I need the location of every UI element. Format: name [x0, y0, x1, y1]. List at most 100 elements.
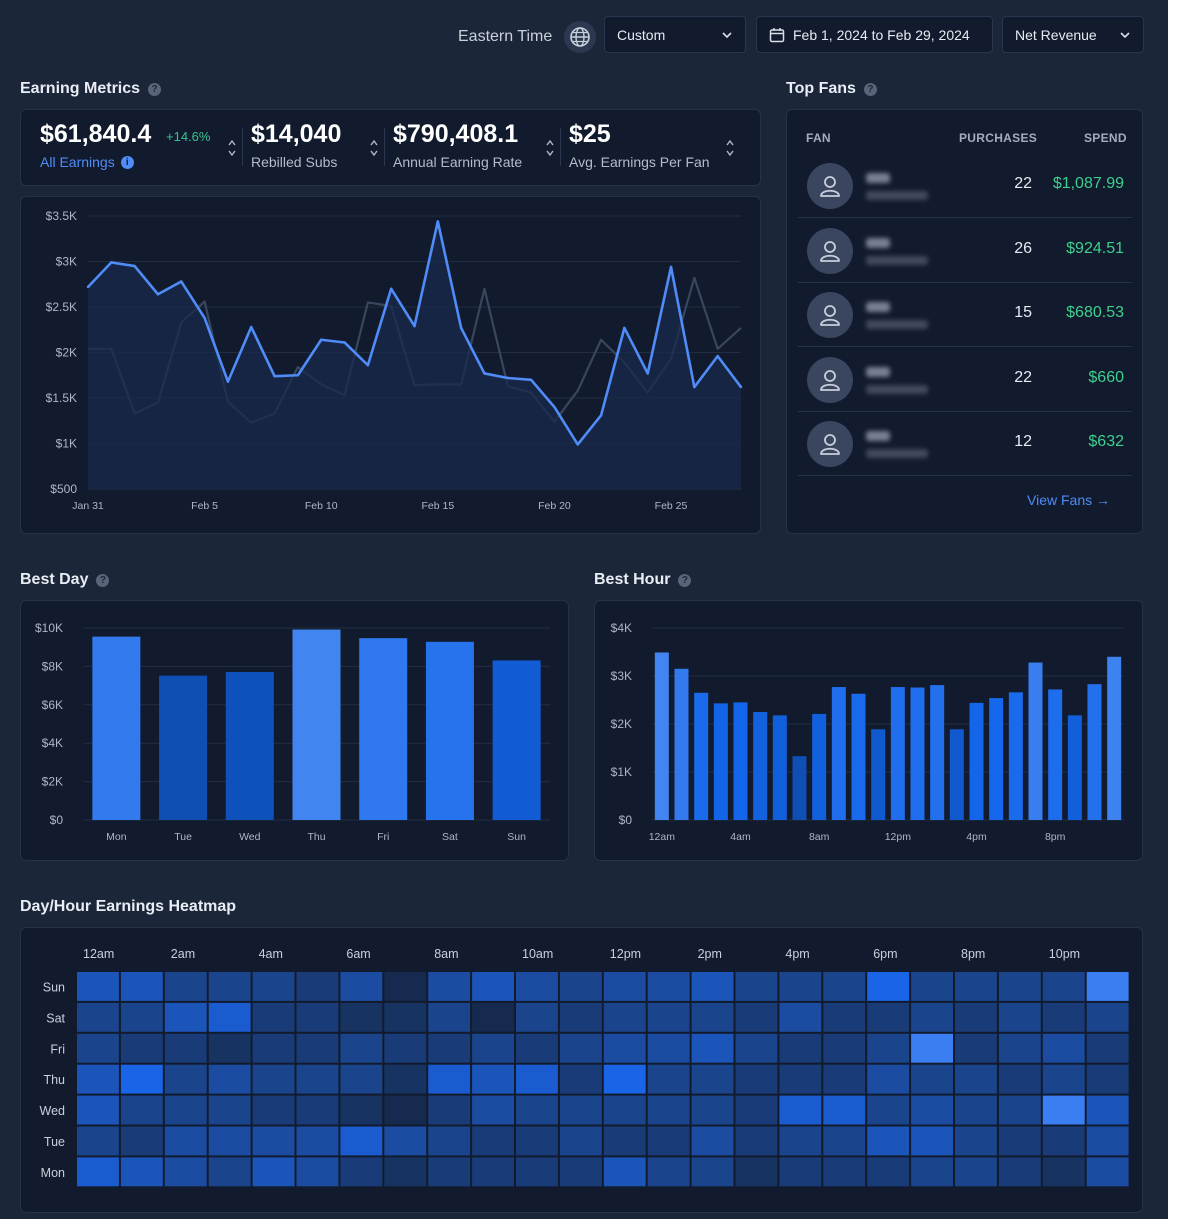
x-tick-label: 6am	[346, 947, 370, 961]
heatmap-cell	[603, 972, 646, 1001]
fan-spend: $1,087.99	[1052, 175, 1124, 192]
heatmap-cell	[779, 1002, 822, 1032]
earnings-point	[343, 341, 346, 344]
heatmap-cell	[120, 1157, 163, 1187]
heatmap-cell	[208, 1095, 251, 1125]
heatmap-cell	[516, 1157, 558, 1187]
best-day-title: Best Day ?	[20, 571, 110, 589]
range-select[interactable]: Custom	[604, 16, 746, 53]
earnings-point	[739, 385, 743, 389]
best-hour-title: Best Hour ?	[594, 571, 692, 589]
fan-row[interactable]: 22 $660	[798, 348, 1132, 412]
best-day-card: $10K $8K $6K $4K $2K $0 Mon Tue Wed Thu Fri Sat Sun	[20, 600, 569, 861]
heatmap-cell	[998, 1095, 1041, 1125]
avatar	[807, 421, 853, 467]
fan-spend: $660	[1088, 368, 1124, 386]
fans-col-fan: FAN	[806, 131, 831, 145]
all-earnings-label[interactable]: All Earnings	[40, 154, 115, 170]
info-icon[interactable]: i	[120, 155, 134, 169]
all-earnings-value: $61,840.4	[40, 120, 152, 148]
heatmap-cell	[1086, 1064, 1129, 1094]
sort-icon[interactable]	[545, 137, 555, 159]
metric-select[interactable]: Net Revenue	[1002, 16, 1144, 53]
help-icon[interactable]: ?	[863, 82, 877, 96]
heatmap-cell	[647, 972, 690, 1001]
fan-purchases: 26	[1014, 239, 1032, 257]
rebilled-subs-value: $14,040	[251, 120, 342, 148]
earnings-point	[156, 293, 160, 296]
heatmap-cell	[164, 1002, 207, 1032]
globe-icon[interactable]	[564, 21, 596, 53]
heatmap-cell	[120, 1095, 163, 1125]
earnings-point	[296, 374, 300, 377]
sort-icon[interactable]	[369, 137, 379, 159]
sort-icon[interactable]	[725, 137, 735, 159]
metric-annual-rate: $790,408.1 Annual Earning Rate	[393, 120, 522, 176]
bar	[969, 702, 984, 820]
fan-row[interactable]: 22 $1,087.99	[798, 154, 1132, 218]
heatmap-cell	[296, 1126, 339, 1156]
heatmap-cell	[1086, 1002, 1129, 1032]
heatmap-cell	[77, 1033, 119, 1063]
fan-name-redacted	[866, 173, 890, 183]
help-icon[interactable]: ?	[96, 573, 110, 587]
fan-name-redacted	[866, 237, 890, 248]
earnings-point	[669, 265, 673, 269]
heatmap-cell	[603, 1002, 646, 1032]
heatmap-cell	[208, 1033, 251, 1063]
earnings-line-chart: $3.5K $3K $2.5K $2K $1.5K $1K $500 Jan 31 Feb 5 F…	[46, 209, 743, 512]
user-icon	[820, 369, 840, 391]
chevron-down-icon	[722, 32, 732, 39]
x-tick-label: Sun	[507, 831, 526, 843]
date-range-picker[interactable]: Feb 1, 2024 to Feb 29, 2024	[756, 16, 993, 53]
heatmap-cell	[911, 1095, 953, 1125]
help-icon[interactable]: ?	[148, 82, 162, 96]
heatmap-cell	[340, 1033, 383, 1063]
view-fans-link[interactable]: View Fans →	[1027, 492, 1110, 508]
heatmap-cell	[998, 1064, 1041, 1094]
heatmap-cell	[164, 1064, 207, 1094]
heatmap-cell	[823, 1002, 866, 1032]
heatmap-cell	[998, 1126, 1041, 1156]
top-fans-title: Top Fans ?	[786, 80, 877, 98]
heatmap-cell	[911, 1064, 953, 1094]
bar	[159, 675, 208, 820]
x-tick-label: 8am	[434, 947, 458, 961]
fan-row[interactable]: 12 $632	[798, 412, 1132, 476]
heatmap-cell	[208, 1002, 251, 1032]
heatmap-cell	[911, 1126, 953, 1156]
heatmap-cell	[296, 1002, 339, 1032]
heatmap-cell	[823, 1126, 866, 1156]
heatmap-cell	[603, 1064, 646, 1094]
heatmap-cell	[735, 1033, 778, 1063]
heatmap-cell	[252, 1002, 295, 1032]
help-icon[interactable]: ?	[678, 573, 692, 587]
fan-purchases: 12	[1014, 433, 1032, 450]
heatmap-cell	[340, 972, 383, 1001]
heatmap-cell	[384, 972, 427, 1001]
fan-row[interactable]: 26 $924.51	[798, 219, 1132, 283]
heatmap-cell	[779, 972, 822, 1001]
earning-metrics-title: Earning Metrics ?	[20, 80, 162, 98]
heatmap-cell	[428, 1002, 471, 1032]
heatmap-cell	[77, 1157, 119, 1187]
best-hour-title-text: Best Hour	[594, 571, 671, 588]
heatmap-cell	[955, 1002, 997, 1032]
earnings-point	[273, 374, 276, 378]
heatmap-cell	[647, 1002, 690, 1032]
heatmap-cell	[691, 1126, 734, 1156]
heatmap-cell	[559, 1064, 602, 1094]
all-earnings-link[interactable]: All Earnings i	[40, 154, 151, 170]
heatmap-cell	[340, 1126, 383, 1156]
x-tick-label: Wed	[239, 831, 261, 843]
earnings-point	[716, 354, 719, 358]
heatmap-cell	[823, 1064, 866, 1094]
bar	[674, 668, 689, 820]
earnings-point	[646, 372, 649, 375]
fan-row[interactable]: 15 $680.53	[798, 283, 1132, 347]
sort-icon[interactable]	[227, 137, 237, 159]
chevron-down-icon	[1120, 32, 1130, 39]
x-tick-label: Feb 10	[305, 500, 338, 512]
heatmap-cell	[867, 1064, 910, 1094]
heatmap-cell	[516, 1002, 558, 1032]
